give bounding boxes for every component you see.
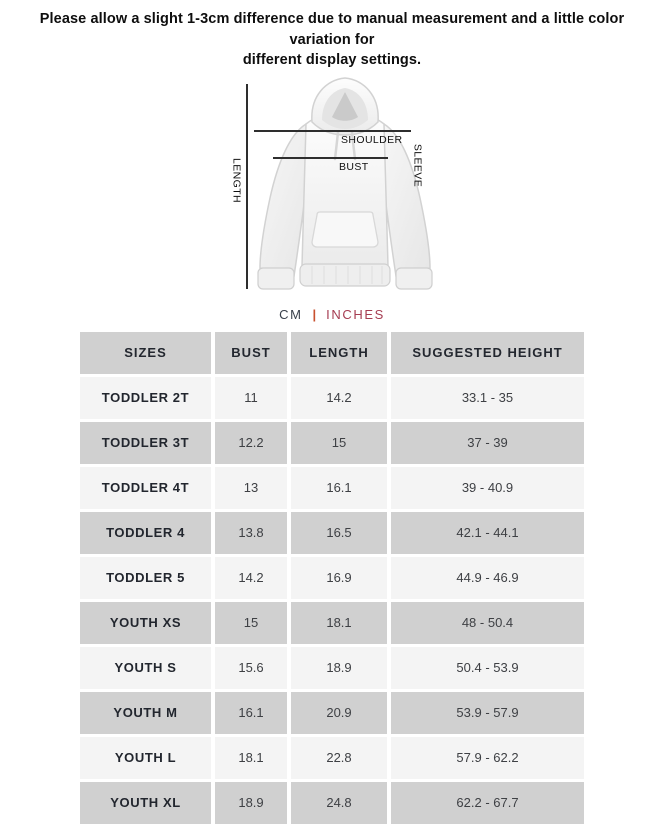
bust-measure-line — [273, 156, 388, 159]
length-cell: 16.5 — [291, 511, 387, 554]
notice-line-1: Please allow a slight 1-3cm difference d… — [39, 11, 625, 48]
shoulder-label: SHOULDER — [341, 133, 403, 146]
bust-cell: 12.2 — [215, 421, 287, 464]
size-cell: TODDLER 2T — [80, 376, 211, 419]
table-row: YOUTH M 16.1 20.9 53.9 - 57.9 — [80, 691, 584, 734]
size-cell: TODDLER 4T — [80, 466, 211, 509]
hoodie-image — [257, 76, 433, 290]
height-cell: 42.1 - 44.1 — [391, 511, 584, 554]
size-cell: YOUTH XL — [80, 781, 211, 824]
bust-label: BUST — [339, 160, 369, 173]
table-row: TODDLER 5 14.2 16.9 44.9 - 46.9 — [80, 556, 584, 599]
table-row: TODDLER 4T 13 16.1 39 - 40.9 — [80, 466, 584, 509]
length-cell: 15 — [291, 421, 387, 464]
size-cell: YOUTH S — [80, 646, 211, 689]
unit-toggle: CM | INCHES — [0, 306, 664, 324]
size-cell: TODDLER 3T — [80, 421, 211, 464]
table-row: YOUTH XL 18.9 24.8 62.2 - 67.7 — [80, 781, 584, 824]
header-suggested-height: SUGGESTED HEIGHT — [391, 331, 584, 374]
table-row: TODDLER 2T 11 14.2 33.1 - 35 — [80, 376, 584, 419]
shoulder-measure-line — [254, 129, 411, 132]
size-chart-table: SIZES BUST LENGTH SUGGESTED HEIGHT TODDL… — [76, 329, 588, 827]
bust-cell: 18.9 — [215, 781, 287, 824]
unit-separator: | — [312, 307, 317, 323]
measurement-notice: Please allow a slight 1-3cm difference d… — [8, 0, 656, 71]
bust-cell: 16.1 — [215, 691, 287, 734]
length-cell: 18.9 — [291, 646, 387, 689]
length-cell: 24.8 — [291, 781, 387, 824]
header-length: LENGTH — [291, 331, 387, 374]
height-cell: 57.9 - 62.2 — [391, 736, 584, 779]
length-cell: 14.2 — [291, 376, 387, 419]
size-cell: TODDLER 4 — [80, 511, 211, 554]
length-label: LENGTH — [230, 157, 243, 203]
length-measure-line — [246, 83, 248, 289]
height-cell: 37 - 39 — [391, 421, 584, 464]
bust-cell: 15.6 — [215, 646, 287, 689]
height-cell: 62.2 - 67.7 — [391, 781, 584, 824]
size-cell: YOUTH XS — [80, 601, 211, 644]
bust-cell: 18.1 — [215, 736, 287, 779]
size-cell: TODDLER 5 — [80, 556, 211, 599]
bust-cell: 14.2 — [215, 556, 287, 599]
header-sizes: SIZES — [80, 331, 211, 374]
table-row: TODDLER 3T 12.2 15 37 - 39 — [80, 421, 584, 464]
length-cell: 20.9 — [291, 691, 387, 734]
header-bust: BUST — [215, 331, 287, 374]
length-cell: 16.1 — [291, 466, 387, 509]
size-cell: YOUTH L — [80, 736, 211, 779]
height-cell: 44.9 - 46.9 — [391, 556, 584, 599]
sleeve-label: SLEEVE — [411, 143, 424, 187]
length-cell: 16.9 — [291, 556, 387, 599]
length-cell: 18.1 — [291, 601, 387, 644]
table-row: TODDLER 4 13.8 16.5 42.1 - 44.1 — [80, 511, 584, 554]
height-cell: 39 - 40.9 — [391, 466, 584, 509]
bust-cell: 13.8 — [215, 511, 287, 554]
height-cell: 33.1 - 35 — [391, 376, 584, 419]
size-diagram: LENGTH SHOULDER BUST SLEEVE — [0, 76, 664, 298]
height-cell: 53.9 - 57.9 — [391, 691, 584, 734]
unit-cm-button[interactable]: CM — [279, 307, 303, 323]
height-cell: 48 - 50.4 — [391, 601, 584, 644]
table-row: YOUTH L 18.1 22.8 57.9 - 62.2 — [80, 736, 584, 779]
unit-inches-button[interactable]: INCHES — [326, 307, 385, 323]
height-cell: 50.4 - 53.9 — [391, 646, 584, 689]
table-row: YOUTH S 15.6 18.9 50.4 - 53.9 — [80, 646, 584, 689]
bust-cell: 15 — [215, 601, 287, 644]
table-header-row: SIZES BUST LENGTH SUGGESTED HEIGHT — [80, 331, 584, 374]
size-cell: YOUTH M — [80, 691, 211, 734]
bust-cell: 13 — [215, 466, 287, 509]
notice-line-2: different display settings. — [242, 52, 422, 69]
bust-cell: 11 — [215, 376, 287, 419]
table-row: YOUTH XS 15 18.1 48 - 50.4 — [80, 601, 584, 644]
length-cell: 22.8 — [291, 736, 387, 779]
